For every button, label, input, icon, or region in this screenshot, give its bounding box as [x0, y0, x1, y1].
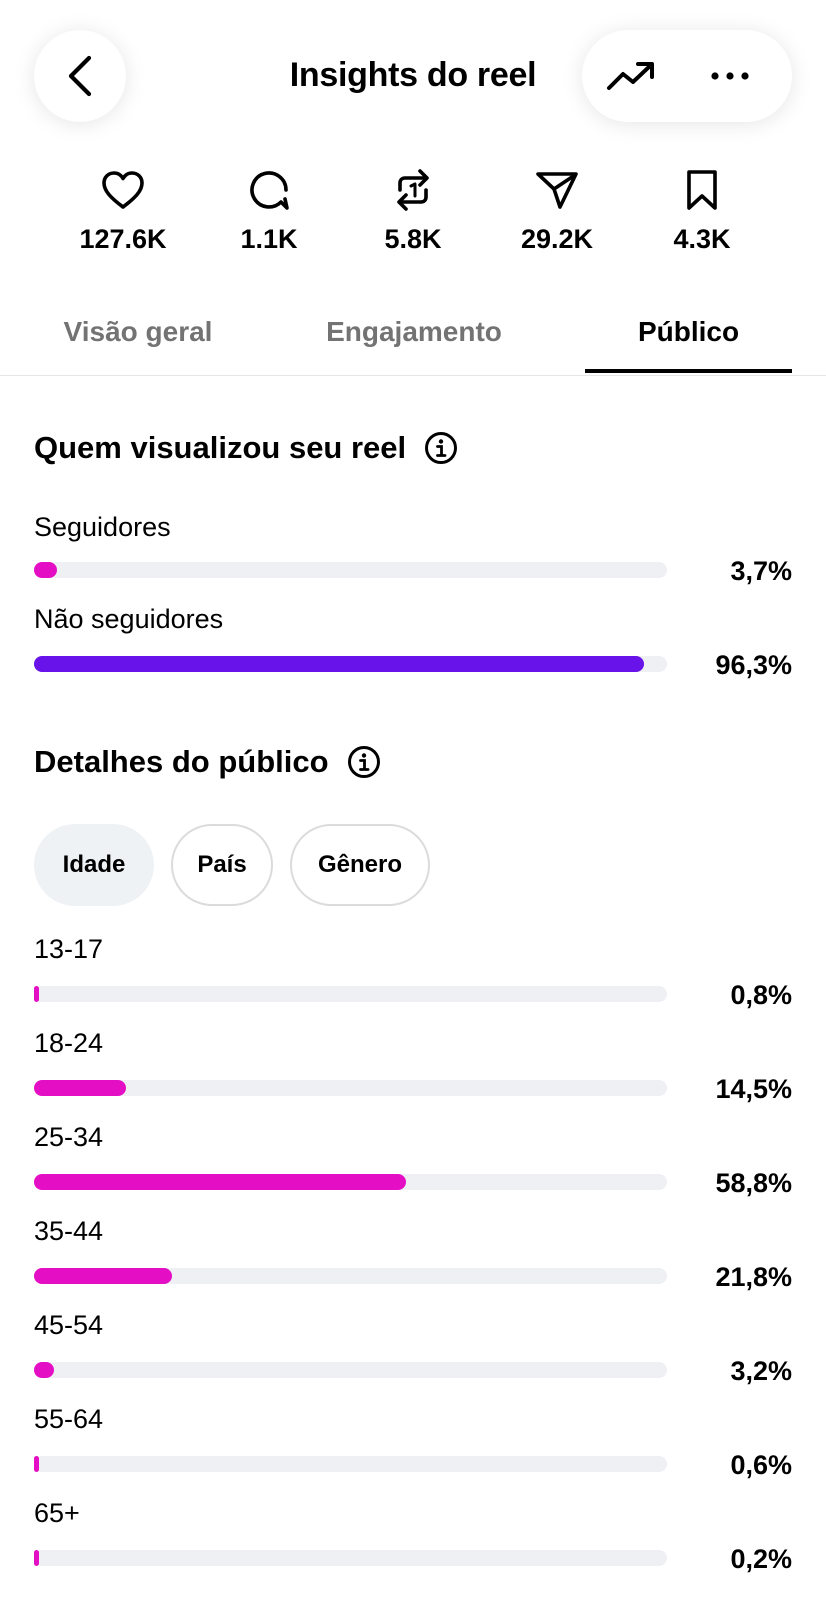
age-row-percent: 3,2% — [730, 1356, 792, 1386]
stat-saves[interactable]: 4.3K — [642, 168, 762, 255]
stat-likes[interactable]: 127.6K — [63, 168, 183, 255]
age-bar-track — [34, 1174, 667, 1190]
active-tab-indicator — [585, 369, 792, 373]
viewers-title-text: Quem visualizou seu reel — [34, 430, 407, 465]
tab-overview[interactable]: Visão geral — [63, 316, 213, 347]
more-options-button[interactable] — [704, 52, 756, 100]
age-bar-fill — [34, 1268, 172, 1284]
age-bar-fill — [34, 1456, 39, 1472]
viewer-row-label: Não seguidores — [34, 604, 224, 634]
viewers-section-title: Quem visualizou seu reel — [34, 430, 458, 466]
chip-gender[interactable]: Gênero — [290, 824, 430, 906]
age-row-percent: 0,2% — [730, 1544, 792, 1574]
tab-audience[interactable]: Público — [637, 316, 740, 347]
audience-title-text: Detalhes do público — [34, 744, 329, 779]
age-bar-track — [34, 1268, 667, 1284]
viewer-row-label: Seguidores — [34, 512, 171, 542]
stat-shares[interactable]: 29.2K — [497, 168, 617, 255]
stat-likes-value: 127.6K — [79, 224, 167, 254]
viewer-bar-fill — [34, 562, 58, 578]
trending-up-icon — [607, 62, 654, 90]
age-row-percent: 58,8% — [715, 1168, 792, 1198]
heart-icon — [102, 171, 144, 209]
age-bar-fill — [34, 1362, 55, 1378]
age-row-label: 18-24 — [34, 1028, 104, 1058]
send-icon — [536, 172, 578, 209]
tab-engagement[interactable]: Engajamento — [326, 316, 502, 347]
viewer-row-percent: 96,3% — [715, 650, 792, 680]
age-bar-track — [34, 1080, 667, 1096]
stat-comments[interactable]: 1.1K — [209, 168, 329, 255]
header-actions — [582, 30, 792, 122]
comment-icon — [250, 171, 289, 210]
stats-row: 127.6K 1.1K 5.8K 29.2K — [0, 168, 826, 268]
viewer-row-percent: 3,7% — [730, 556, 792, 586]
age-bar-track — [34, 986, 667, 1002]
stat-comments-value: 1.1K — [240, 224, 298, 254]
back-button[interactable] — [34, 30, 126, 122]
age-bar-track — [34, 1362, 667, 1378]
more-horizontal-icon — [711, 72, 749, 80]
repost-icon — [397, 169, 429, 211]
tab-bar: Visão geral Engajamento Público — [0, 296, 826, 376]
chip-age[interactable]: Idade — [34, 824, 154, 906]
trend-button[interactable] — [606, 52, 656, 100]
age-row-percent: 14,5% — [715, 1074, 792, 1104]
info-icon[interactable] — [347, 745, 381, 779]
chevron-left-icon — [68, 55, 92, 97]
age-row-label: 25-34 — [34, 1122, 104, 1152]
age-row-label: 65+ — [34, 1498, 80, 1528]
viewer-bar-fill — [34, 656, 644, 672]
stat-reposts[interactable]: 5.8K — [353, 168, 473, 255]
bookmark-icon — [687, 170, 717, 210]
age-row-label: 45-54 — [34, 1310, 104, 1340]
age-row-label: 55-64 — [34, 1404, 104, 1434]
header: Insights do reel — [0, 0, 826, 160]
audience-section-title: Detalhes do público — [34, 744, 381, 780]
age-bar-track — [34, 1456, 667, 1472]
age-bar-fill — [34, 986, 40, 1002]
age-bar-fill — [34, 1174, 407, 1190]
age-bar-track — [34, 1550, 667, 1566]
stat-saves-value: 4.3K — [673, 224, 731, 254]
age-row-percent: 21,8% — [715, 1262, 792, 1292]
age-row-percent: 0,6% — [730, 1450, 792, 1480]
chip-country[interactable]: País — [171, 824, 273, 906]
stat-reposts-value: 5.8K — [384, 224, 442, 254]
page-title: Insights do reel — [289, 56, 537, 94]
age-bar-fill — [34, 1550, 39, 1566]
viewer-bar-track — [34, 656, 667, 672]
age-row-label: 35-44 — [34, 1216, 104, 1246]
age-bar-fill — [34, 1080, 126, 1096]
viewer-bar-track — [34, 562, 667, 578]
stat-shares-value: 29.2K — [520, 224, 594, 254]
age-row-percent: 0,8% — [730, 980, 792, 1010]
info-icon[interactable] — [424, 431, 458, 465]
age-row-label: 13-17 — [34, 934, 104, 964]
